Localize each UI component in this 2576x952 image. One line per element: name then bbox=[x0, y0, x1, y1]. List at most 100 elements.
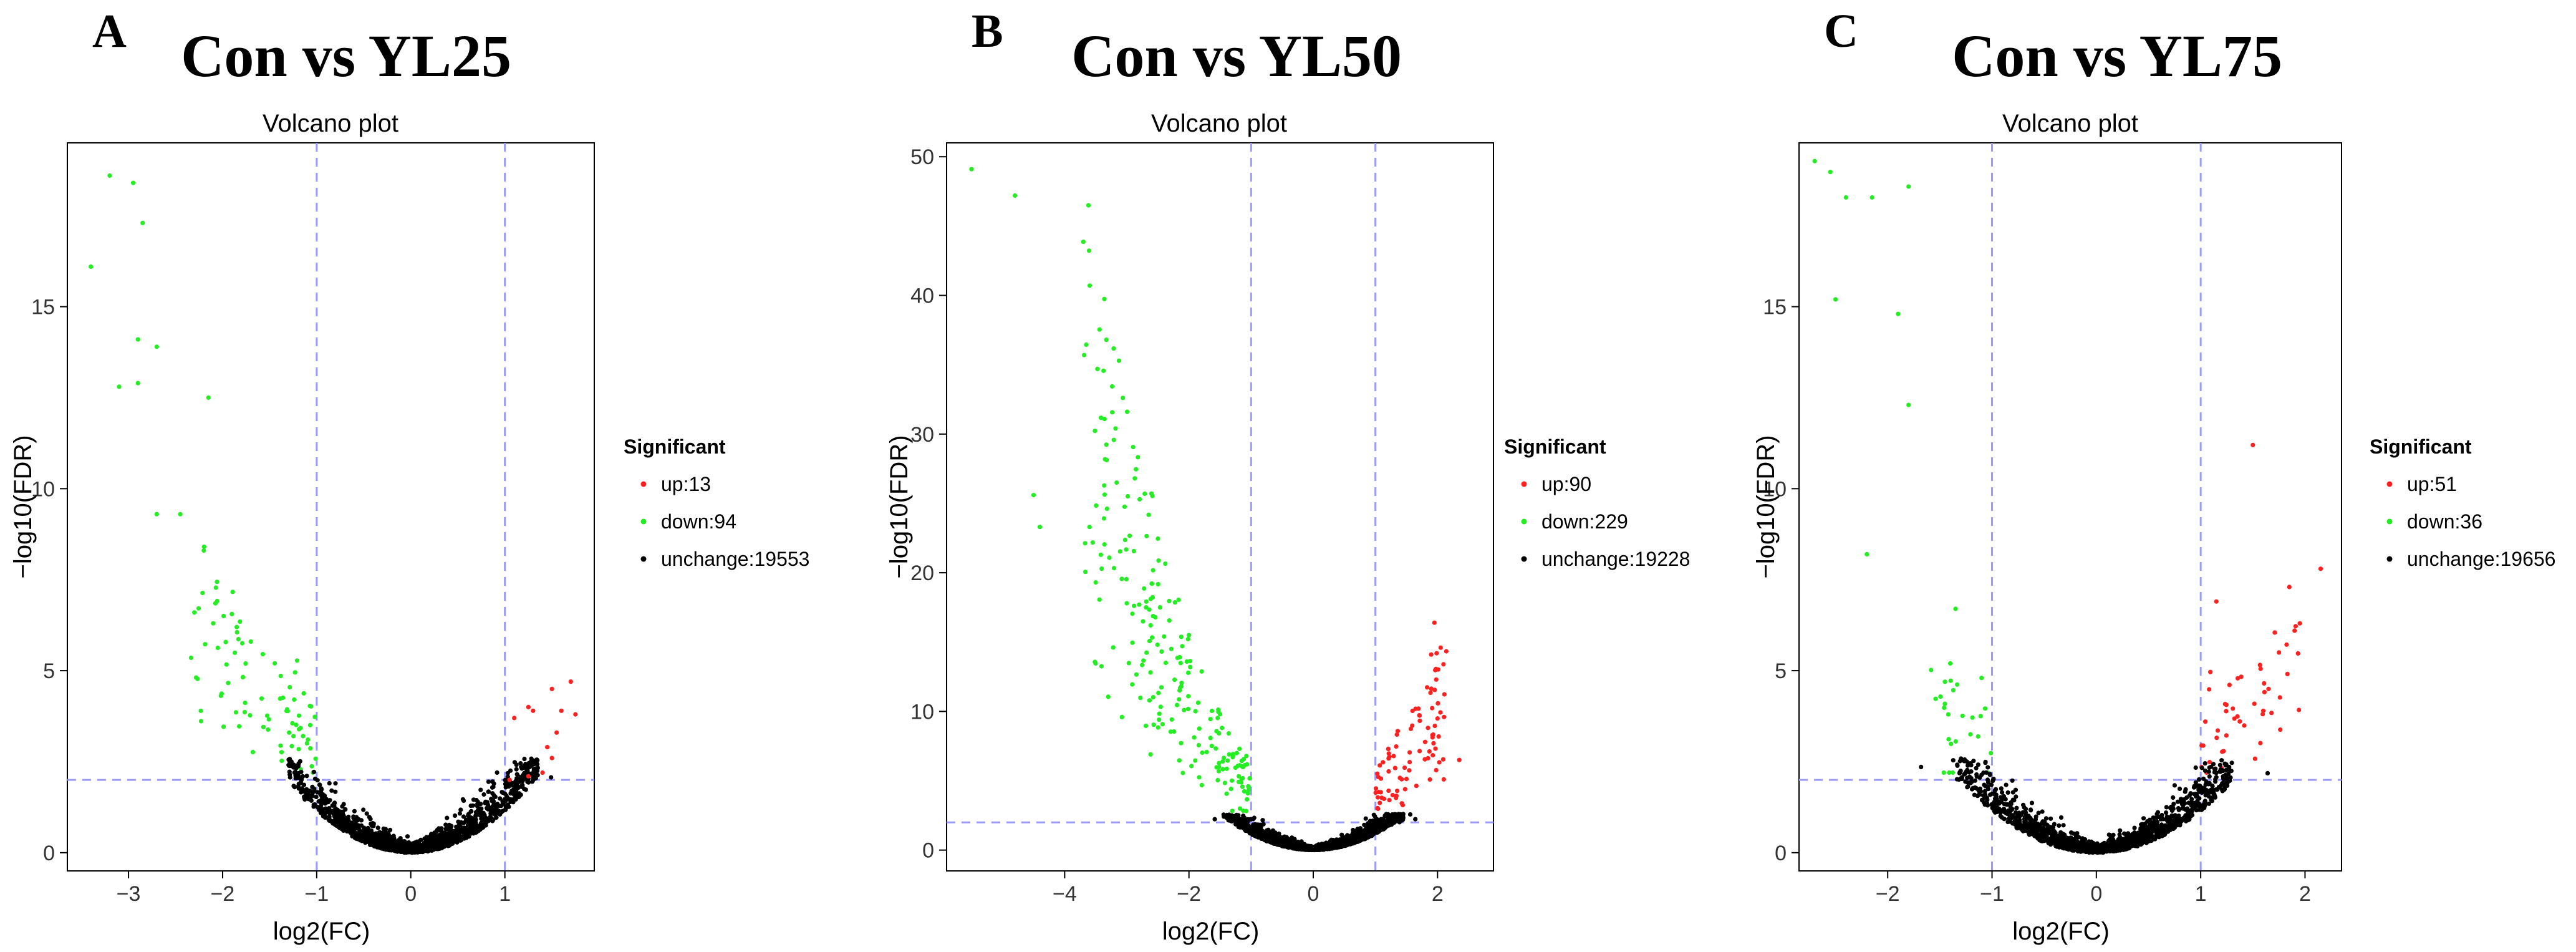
legend-swatch-down bbox=[1521, 518, 1527, 525]
point-down bbox=[1144, 599, 1149, 604]
point-up bbox=[1407, 768, 1412, 773]
point-unchange bbox=[2184, 818, 2189, 823]
panel-letter: C bbox=[1824, 5, 1858, 57]
legend-entry-unchange: unchange:19228 bbox=[1541, 548, 1690, 570]
point-down bbox=[1110, 384, 1115, 389]
point-down bbox=[226, 681, 231, 686]
point-unchange bbox=[1280, 843, 1285, 848]
point-up bbox=[1387, 754, 1392, 759]
point-down bbox=[1130, 640, 1135, 645]
point-unchange bbox=[458, 820, 463, 825]
point-down bbox=[237, 724, 242, 729]
point-up bbox=[1410, 708, 1415, 714]
point-down bbox=[89, 264, 94, 269]
point-down bbox=[1084, 342, 1089, 347]
point-unchange bbox=[1222, 814, 1227, 819]
point-down bbox=[294, 658, 299, 663]
point-unchange bbox=[297, 759, 302, 764]
point-unchange bbox=[1959, 775, 1964, 780]
point-unchange bbox=[2134, 833, 2139, 838]
point-down bbox=[1947, 770, 1952, 775]
point-unchange bbox=[1296, 842, 1301, 847]
point-unchange bbox=[340, 811, 345, 816]
point-unchange bbox=[324, 815, 329, 820]
point-unchange bbox=[1257, 834, 1262, 839]
point-unchange bbox=[433, 833, 438, 838]
point-unchange bbox=[303, 789, 308, 794]
point-unchange bbox=[314, 794, 319, 799]
point-unchange bbox=[503, 782, 508, 787]
point-unchange bbox=[2021, 802, 2026, 807]
point-up bbox=[1373, 786, 1379, 791]
point-up bbox=[549, 755, 554, 760]
point-up bbox=[1438, 710, 1443, 715]
point-down bbox=[1950, 770, 1955, 775]
point-down bbox=[1155, 581, 1160, 587]
point-down bbox=[1093, 429, 1097, 434]
y-tick-label: 40 bbox=[910, 284, 934, 308]
point-down bbox=[308, 746, 313, 751]
point-unchange bbox=[479, 821, 484, 826]
point-down bbox=[1929, 668, 1934, 673]
point-unchange bbox=[516, 791, 522, 796]
point-unchange bbox=[1969, 775, 1974, 781]
point-unchange bbox=[2199, 765, 2204, 770]
point-unchange bbox=[1289, 838, 1294, 843]
point-unchange bbox=[351, 814, 356, 819]
point-unchange bbox=[2143, 832, 2148, 837]
point-unchange bbox=[332, 803, 337, 808]
point-unchange bbox=[2206, 769, 2211, 774]
point-down bbox=[230, 590, 235, 595]
point-down bbox=[1953, 739, 1958, 744]
point-down bbox=[1204, 749, 1209, 755]
point-unchange bbox=[1332, 845, 1337, 850]
point-unchange bbox=[1243, 828, 1248, 833]
point-unchange bbox=[511, 781, 516, 786]
point-unchange bbox=[503, 807, 508, 812]
point-unchange bbox=[1998, 814, 2003, 818]
point-unchange bbox=[365, 825, 370, 830]
plot-border bbox=[946, 142, 1494, 872]
point-down bbox=[1199, 669, 1204, 674]
point-unchange bbox=[486, 779, 491, 784]
point-down bbox=[1239, 777, 1244, 782]
point-down bbox=[188, 655, 194, 660]
point-up bbox=[2207, 687, 2212, 692]
point-up bbox=[1425, 685, 1430, 690]
point-unchange bbox=[2217, 762, 2222, 767]
point-down bbox=[1226, 731, 1231, 736]
point-unchange bbox=[493, 794, 498, 799]
x-tick-label: −2 bbox=[1177, 882, 1201, 906]
point-unchange bbox=[318, 789, 323, 795]
point-up bbox=[2208, 669, 2213, 674]
point-unchange bbox=[1275, 840, 1280, 845]
point-up bbox=[1394, 744, 1399, 749]
point-down bbox=[1141, 619, 1146, 624]
point-down bbox=[1102, 417, 1107, 422]
point-unchange bbox=[2213, 779, 2218, 784]
point-unchange bbox=[513, 797, 518, 802]
point-up bbox=[2221, 749, 2226, 754]
point-unchange bbox=[473, 814, 478, 818]
point-down bbox=[1200, 750, 1205, 755]
point-up bbox=[2224, 733, 2229, 738]
point-down bbox=[201, 544, 206, 550]
point-down bbox=[1196, 742, 1201, 748]
point-down bbox=[1242, 763, 1247, 768]
point-unchange bbox=[422, 836, 427, 841]
point-up bbox=[1386, 769, 1391, 774]
point-unchange bbox=[371, 821, 376, 826]
point-unchange bbox=[1266, 830, 1271, 835]
point-unchange bbox=[524, 770, 529, 775]
point-up bbox=[1435, 716, 1440, 721]
point-unchange bbox=[1972, 792, 1977, 797]
point-unchange bbox=[1248, 817, 1253, 822]
point-unchange bbox=[464, 818, 470, 823]
point-unchange bbox=[397, 838, 402, 843]
point-down bbox=[1124, 547, 1129, 552]
point-unchange bbox=[1972, 778, 1977, 783]
point-unchange bbox=[2033, 817, 2038, 822]
point-unchange bbox=[431, 840, 436, 845]
point-unchange bbox=[1304, 847, 1309, 852]
point-down bbox=[1130, 682, 1135, 687]
